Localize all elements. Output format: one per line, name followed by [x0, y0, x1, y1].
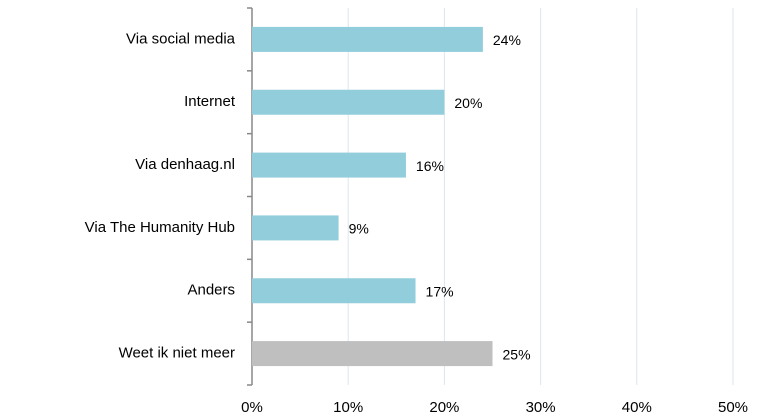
bar	[252, 152, 406, 178]
data-label: 20%	[454, 95, 482, 111]
y-tick-label: Anders	[187, 282, 235, 299]
x-tick-label: 30%	[526, 399, 556, 416]
data-label: 24%	[493, 32, 521, 48]
data-label: 17%	[426, 283, 454, 299]
data-label: 16%	[416, 158, 444, 174]
bar	[252, 89, 445, 115]
x-tick-label: 0%	[241, 399, 263, 416]
y-tick-label: Via social media	[126, 30, 236, 47]
y-tick-label: Internet	[184, 93, 236, 110]
y-tick-label: Via denhaag.nl	[135, 156, 235, 173]
x-tick-label: 20%	[429, 399, 459, 416]
bar	[252, 341, 493, 367]
x-tick-label: 50%	[718, 399, 748, 416]
bar	[252, 26, 483, 52]
bar	[252, 278, 416, 304]
x-tick-label: 40%	[622, 399, 652, 416]
x-tick-label: 10%	[333, 399, 363, 416]
data-label: 25%	[503, 346, 531, 362]
y-tick-label: Weet ik niet meer	[119, 345, 235, 362]
y-tick-label: Via The Humanity Hub	[85, 219, 235, 236]
data-label: 9%	[349, 221, 369, 237]
bar	[252, 215, 339, 241]
